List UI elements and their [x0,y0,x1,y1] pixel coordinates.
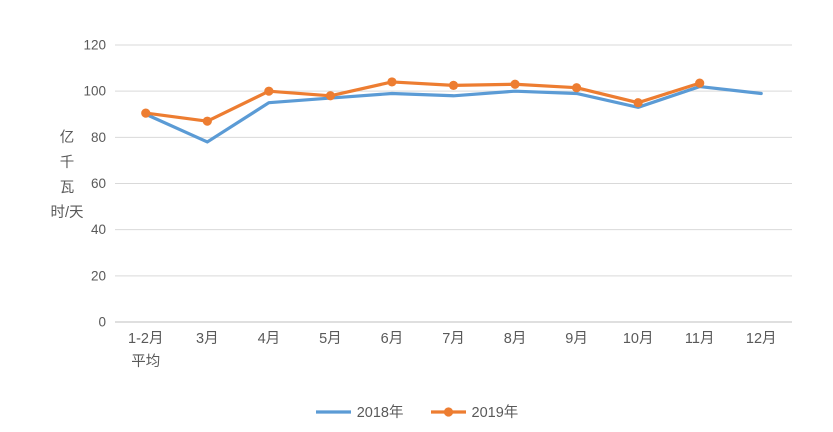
legend-label-2019: 2019年 [471,405,519,421]
x-tick-label: 4月 [258,331,281,347]
x-tick-label: 10月 [623,331,654,347]
x-tick-label: 1-2月平均 [128,331,163,370]
y-tick-label: 100 [83,84,106,99]
series-line-2018年 [144,84,763,144]
legend-item-2018: 2018年 [315,401,404,422]
x-tick-label: 8月 [504,331,527,347]
series-marker-2019年 [695,78,705,88]
legend-marker-2019 [443,406,453,417]
legend-item-2019: 2019年 [430,401,519,422]
series-marker-2019年 [141,108,151,118]
series-marker-2019年 [264,86,274,96]
legend-label-2018: 2018年 [356,405,404,421]
series-marker-2019年 [448,80,459,90]
y-axis-title: 亿千瓦时/天 [44,126,90,226]
chart-legend: 2018年 2019年 [0,401,833,422]
y-tick-label: 60 [91,176,106,191]
y-axis-title-line: 瓦 [59,180,75,196]
x-tick-label: 12月 [746,331,777,347]
series-marker-2019年 [571,83,582,93]
series-marker-2019年 [325,91,336,101]
series-marker-2019年 [387,77,397,87]
x-tick-label: 5月 [319,331,342,347]
x-tick-label: 9月 [565,331,588,347]
x-tick-label: 6月 [381,331,404,347]
y-tick-label: 80 [91,130,106,145]
y-tick-label: 120 [83,38,106,53]
series-line-2019年 [144,80,702,123]
line-chart: 0 20 40 60 80 100 120 1-2月平均 3月 4月 5月 6月 7月 8月 9月 10月 11… [83,38,792,370]
x-tick-label: 3月 [196,331,219,347]
y-tick-label: 40 [91,222,106,237]
y-tick-label: 20 [91,268,106,283]
legend-line-swatch-2018 [315,409,351,414]
series-marker-2019年 [202,116,212,126]
series-marker-2019年 [633,98,643,108]
legend-line-swatch-2019 [430,406,466,417]
x-tick-label: 7月 [442,331,465,347]
series-marker-2019年 [510,79,520,89]
y-axis-title-line: 亿 [59,130,75,146]
y-axis-title-line: 时/天 [50,205,84,221]
x-tick-label: 11月 [685,331,715,347]
y-tick-label: 0 [98,315,106,330]
y-axis-title-line: 千 [59,155,75,171]
